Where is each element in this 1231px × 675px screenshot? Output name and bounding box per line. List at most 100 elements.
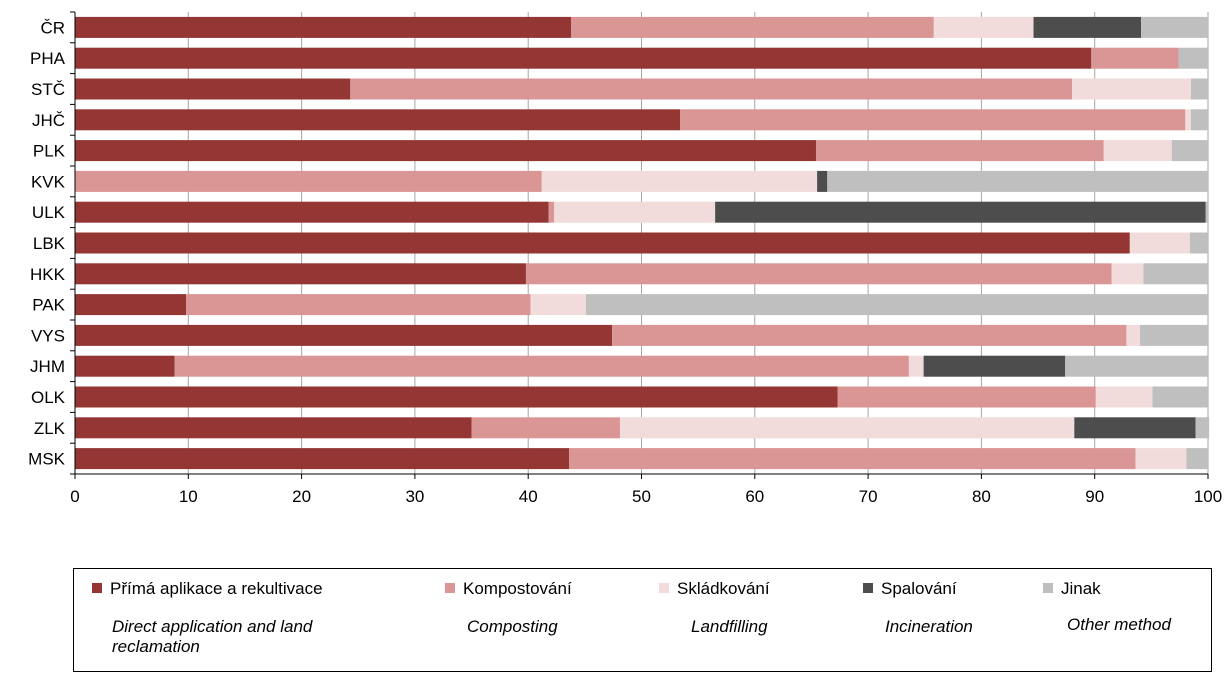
bar-segment [1186, 448, 1208, 470]
bar-segment [1185, 109, 1192, 131]
bar-segment [1126, 324, 1141, 346]
bar-segment [585, 294, 1208, 316]
x-tick-label: 50 [632, 487, 651, 506]
bar-segment [350, 78, 1073, 100]
bar-segment [1103, 140, 1172, 162]
bar-segment [1191, 78, 1208, 100]
legend-swatch [659, 583, 669, 593]
bar-segment [75, 294, 187, 316]
bar-segment [571, 16, 934, 38]
bar-segment [933, 16, 1034, 38]
bar-segment [75, 78, 351, 100]
legend-item-direct-application: Přímá aplikace a rekultivace [92, 579, 323, 599]
bars [75, 16, 1210, 470]
bar-segment [1191, 109, 1208, 131]
bar-segment [923, 355, 1066, 377]
bar-segment [554, 201, 716, 223]
category-label: ULK [32, 203, 66, 222]
bar-segment [75, 109, 681, 131]
bar-segment [1195, 417, 1210, 439]
bar-segment [568, 448, 1136, 470]
bar-segment [1152, 386, 1208, 408]
bar-segment [75, 355, 175, 377]
legend-label-cz: Skládkování [677, 579, 770, 598]
legend-swatch [863, 583, 873, 593]
bar-segment [75, 232, 1130, 254]
bar-segment [1178, 47, 1208, 69]
bar-segment [837, 386, 1096, 408]
legend-label-en: Landfilling [691, 617, 768, 636]
legend-label-en: Other method [1067, 615, 1171, 634]
category-label: PHA [30, 49, 66, 68]
category-label: STČ [31, 80, 65, 99]
bar-segment [1129, 232, 1190, 254]
bar-segment [1072, 78, 1192, 100]
x-tick-label: 0 [70, 487, 79, 506]
x-tick-label: 80 [972, 487, 991, 506]
legend-item-incineration: Spalování [863, 579, 957, 599]
category-labels: ČR PHA STČ JHČ PLK KVK ULK LBK HKK PAK VYS JHM OLK ZL… [28, 18, 66, 468]
bar-segment [1135, 448, 1187, 470]
bar-segment [1171, 140, 1208, 162]
x-tick-label: 20 [292, 487, 311, 506]
bar-segment [75, 417, 472, 439]
bar-segment [815, 140, 1104, 162]
bar-segment [186, 294, 531, 316]
stacked-bar-chart: ČR PHA STČ JHČ PLK KVK ULK LBK HKK PAK VYS JHM OLK ZL… [28, 11, 1222, 506]
x-tick-labels: 0 10 20 30 40 50 60 70 80 90 100 [70, 487, 1222, 506]
bar-segment [1141, 16, 1208, 38]
bar-segment [1095, 386, 1153, 408]
category-label: JHM [30, 357, 65, 376]
legend-label-cz: Kompostování [463, 579, 572, 598]
x-tick-label: 10 [179, 487, 198, 506]
bar-segment [75, 263, 526, 285]
x-tick-label: 60 [745, 487, 764, 506]
category-label: LBK [33, 234, 66, 253]
bar-segment [75, 170, 542, 192]
bar-segment [1065, 355, 1208, 377]
legend-label-cz: Přímá aplikace a rekultivace [110, 579, 323, 598]
bar-segment [75, 16, 572, 38]
bar-segment [908, 355, 924, 377]
bar-segment [75, 386, 838, 408]
legend-item-composting: Kompostování [445, 579, 572, 599]
legend-swatch [92, 583, 102, 593]
x-tick-label: 70 [859, 487, 878, 506]
bar-segment [548, 201, 555, 223]
bar-segment [75, 324, 613, 346]
category-label: MSK [28, 450, 66, 469]
legend-item-other: Jinak [1043, 579, 1101, 599]
bar-segment [715, 201, 1206, 223]
bar-segment [541, 170, 818, 192]
bar-segment [75, 201, 549, 223]
bar-segment [471, 417, 620, 439]
axes [70, 11, 1209, 479]
legend-label-en: Composting [467, 617, 558, 636]
bar-segment [1205, 201, 1208, 223]
bar-segment [1140, 324, 1208, 346]
x-tick-label: 30 [405, 487, 424, 506]
x-tick-label: 90 [1085, 487, 1104, 506]
category-label: ČR [40, 18, 65, 37]
category-label: KVK [31, 172, 66, 191]
legend: Přímá aplikace a rekultivace Direct appl… [73, 568, 1212, 672]
category-label: HKK [30, 265, 66, 284]
category-label: JHČ [32, 111, 65, 130]
bar-segment [1143, 263, 1208, 285]
category-label: VYS [31, 326, 65, 345]
bar-segment [1091, 47, 1179, 69]
bar-segment [525, 263, 1112, 285]
legend-swatch [445, 583, 455, 593]
bar-segment [1074, 417, 1196, 439]
category-label: ZLK [34, 419, 66, 438]
bar-segment [827, 170, 1208, 192]
bar-segment [612, 324, 1127, 346]
legend-item-landfilling: Skládkování [659, 579, 770, 599]
bar-segment [75, 448, 569, 470]
legend-swatch [1043, 583, 1053, 593]
bar-segment [1189, 232, 1208, 254]
legend-label-en: Incineration [885, 617, 973, 636]
category-label: OLK [31, 388, 66, 407]
category-label: PAK [32, 296, 65, 315]
category-label: PLK [33, 142, 66, 161]
